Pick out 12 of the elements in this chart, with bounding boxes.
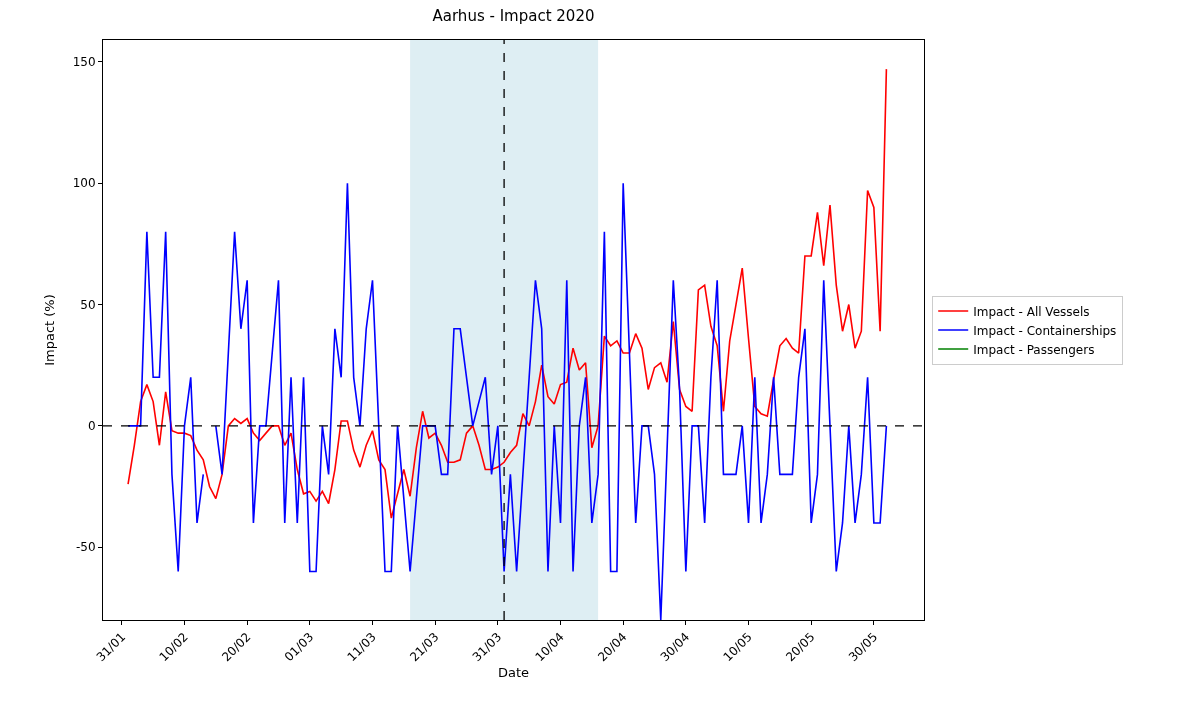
- y-tick-label: -50: [75, 540, 96, 555]
- y-tick-label: 0: [87, 419, 96, 434]
- y-axis-title: Impact (%): [41, 294, 57, 366]
- y-tick-label: 150: [72, 55, 96, 70]
- line-series: [127, 68, 888, 519]
- legend-label: Impact - Passengers: [973, 342, 1095, 357]
- legend-label: Impact - All Vessels: [973, 304, 1090, 319]
- x-axis-title: Date: [497, 664, 530, 680]
- y-tick-label: 50: [80, 297, 96, 312]
- legend-label: Impact - Containerships: [973, 323, 1117, 338]
- y-tick-label: 100: [72, 176, 96, 191]
- chart-title: Aarhus - Impact 2020: [432, 7, 595, 26]
